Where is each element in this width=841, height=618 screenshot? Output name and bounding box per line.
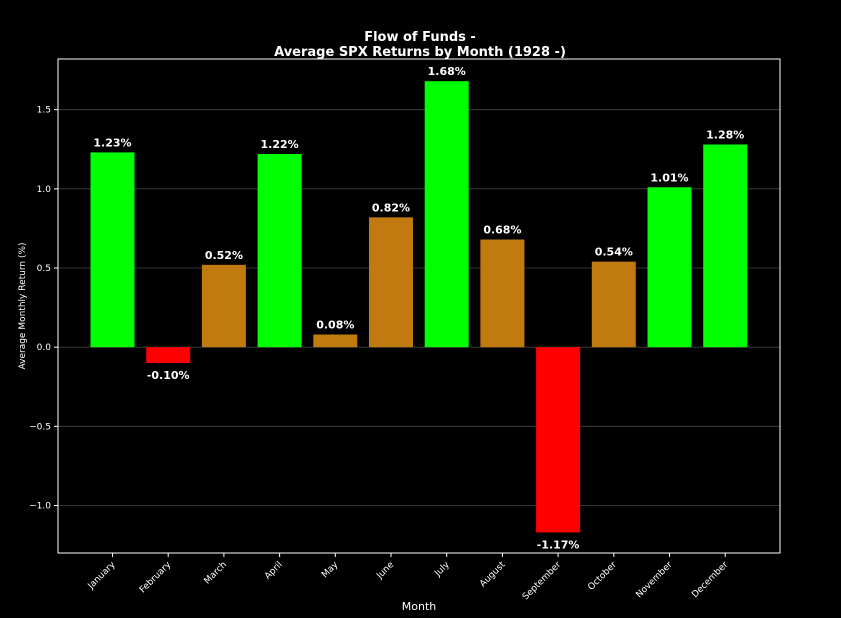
value-label-november: 1.01% [650,171,688,184]
y-tick-label: 0.5 [37,264,51,274]
y-axis-ticks: 1.5 1.0 0.5 0.0 −0.5 −1.0 [29,106,58,512]
bar-july [424,81,469,348]
value-label-march: 0.52% [205,249,243,262]
bars [90,81,748,533]
bar-september [536,347,581,533]
y-tick-label: 1.0 [37,185,52,195]
value-label-august: 0.68% [483,224,521,237]
y-tick-label: 0.0 [37,343,52,353]
value-label-january: 1.23% [93,136,131,149]
plot-frame [57,58,781,554]
bar-march [201,264,246,348]
bar-june [369,217,413,348]
bar-february [146,347,191,363]
value-label-july: 1.68% [428,65,466,78]
value-label-september: -1.17% [537,538,580,551]
bar-december [703,144,748,348]
y-tick-label: −1.0 [29,502,51,512]
y-tick-label: −0.5 [29,422,51,432]
y-axis-label: Average Monthly Return (%) [18,242,28,369]
x-axis-label: Month [402,600,437,613]
y-tick-label: 1.5 [37,106,51,116]
value-label-may: 0.08% [316,319,354,332]
value-label-october: 0.54% [595,246,633,259]
bar-january [90,152,135,348]
value-label-december: 1.28% [706,129,744,142]
chart-title-line1: Flow of Funds - [364,30,476,45]
bar-november [647,187,692,348]
value-label-february: -0.10% [147,369,190,382]
value-label-april: 1.22% [261,138,299,151]
value-label-june: 0.82% [372,201,410,214]
chart-title-line2: Average SPX Returns by Month (1928 -) [274,45,566,60]
bar-august [480,239,525,348]
bar-october [591,261,636,348]
data-labels: 1.23% -0.10% 0.52% 1.22% 0.08% 0.82% 1.68% 0.68… [93,65,744,551]
bar-april [257,154,302,348]
bar-may [313,334,358,348]
